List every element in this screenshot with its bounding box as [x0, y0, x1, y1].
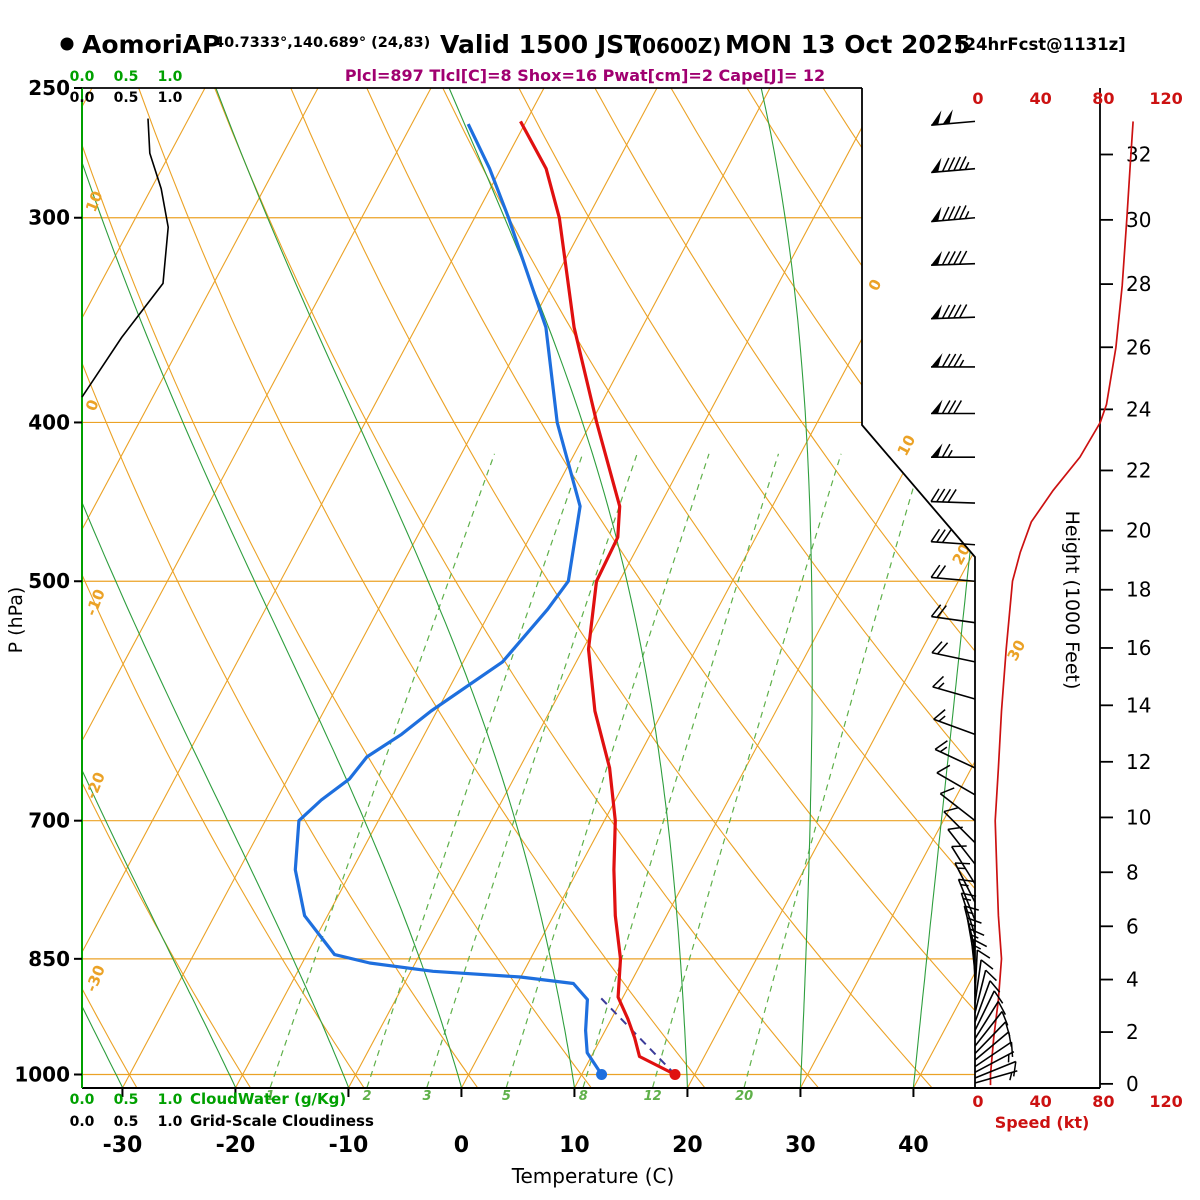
svg-text:22: 22: [1126, 458, 1151, 482]
svg-text:30: 30: [785, 1133, 816, 1158]
svg-text:-20: -20: [82, 770, 109, 802]
svg-text:24: 24: [1126, 397, 1151, 421]
valid-time: Valid 1500 JST: [440, 30, 641, 59]
svg-text:0: 0: [454, 1133, 469, 1158]
svg-text:40: 40: [1030, 89, 1052, 108]
temperature-axis: -30 -20 -10 0 10 20 30 40 Temperature (C): [103, 1088, 929, 1188]
forecast-tag: [24hrFcst@1131z]: [957, 35, 1126, 54]
svg-text:10: 10: [559, 1133, 590, 1158]
svg-text:6: 6: [1126, 914, 1139, 938]
svg-text:40: 40: [898, 1133, 929, 1158]
svg-text:0.5: 0.5: [114, 1114, 139, 1130]
svg-text:0: 0: [972, 1092, 983, 1111]
svg-text:0.5: 0.5: [114, 69, 139, 85]
parcel-path: [599, 996, 676, 1076]
cloudiness-curve: [81, 118, 170, 398]
svg-text:18: 18: [1126, 578, 1151, 602]
svg-text:40: 40: [1030, 1092, 1052, 1111]
svg-text:1.0: 1.0: [158, 1114, 183, 1130]
svg-text:-30: -30: [82, 963, 109, 995]
svg-text:4: 4: [1126, 968, 1139, 992]
svg-text:8: 8: [579, 1089, 588, 1104]
svg-text:-20: -20: [216, 1133, 256, 1158]
surface-dewpoint-dot: [596, 1068, 608, 1080]
valid-date: MON 13 Oct 2025: [725, 30, 971, 59]
svg-text:80: 80: [1092, 89, 1114, 108]
svg-text:850: 850: [28, 947, 70, 971]
sounding-profiles: [293, 120, 676, 1076]
svg-text:1: 1: [266, 1089, 275, 1104]
height-axis-label: Height (1000 Feet): [1061, 511, 1083, 690]
svg-text:3: 3: [423, 1089, 432, 1104]
svg-text:400: 400: [28, 410, 70, 434]
svg-text:20: 20: [672, 1133, 703, 1158]
svg-text:2: 2: [363, 1089, 372, 1104]
svg-text:0: 0: [1126, 1072, 1139, 1096]
svg-text:12: 12: [1126, 750, 1151, 774]
svg-text:300: 300: [28, 206, 70, 230]
svg-text:80: 80: [1092, 1092, 1114, 1111]
valid-zulu: (0600Z): [633, 34, 721, 58]
svg-text:0.0: 0.0: [70, 1114, 95, 1130]
temperature-curve: [519, 120, 676, 1076]
svg-text:5: 5: [502, 1089, 511, 1104]
svg-text:1000: 1000: [14, 1062, 70, 1086]
svg-text:0.0: 0.0: [70, 90, 95, 106]
svg-text:0: 0: [865, 276, 886, 294]
temperature-axis-label: Temperature (C): [511, 1164, 675, 1188]
svg-text:-10: -10: [329, 1133, 369, 1158]
svg-text:1.0: 1.0: [158, 1092, 183, 1108]
pressure-axis: 250 300 400 500 700 850 1000 P (hPa): [5, 76, 82, 1086]
station-coords: 40.7333°,140.689° (24,83): [214, 35, 430, 51]
svg-text:0.5: 0.5: [114, 1092, 139, 1108]
svg-text:120: 120: [1149, 1092, 1182, 1111]
svg-text:20: 20: [1126, 519, 1151, 543]
station-name: AomoriAP: [82, 30, 220, 59]
skewt-grid: [82, 88, 975, 1088]
svg-text:500: 500: [28, 569, 70, 593]
svg-text:16: 16: [1126, 636, 1151, 660]
svg-text:0.0: 0.0: [70, 69, 95, 85]
svg-text:1.0: 1.0: [158, 90, 183, 106]
wind-speed-curve: [989, 121, 1134, 1086]
svg-text:-30: -30: [103, 1133, 143, 1158]
svg-text:8: 8: [1126, 860, 1139, 884]
svg-text:-10: -10: [82, 587, 109, 619]
svg-text:120: 120: [1149, 89, 1182, 108]
svg-text:10: 10: [1126, 805, 1151, 829]
cloudiness-label: Grid-Scale Cloudiness: [190, 1112, 374, 1130]
svg-text:700: 700: [28, 809, 70, 833]
svg-text:28: 28: [1126, 272, 1151, 296]
pressure-axis-label: P (hPa): [5, 587, 27, 654]
svg-text:1.0: 1.0: [158, 69, 183, 85]
station-marker-icon: [60, 37, 74, 51]
wind-barbs: [930, 109, 1018, 1084]
svg-text:2: 2: [1126, 1020, 1139, 1044]
dewpoint-curve: [293, 123, 603, 1076]
stability-indices: Plcl=897 Tlcl[C]=8 Shox=16 Pwat[cm]=2 Ca…: [345, 66, 825, 85]
svg-text:250: 250: [28, 76, 70, 100]
svg-text:0: 0: [82, 397, 103, 413]
plot-frame: [81, 87, 1100, 1089]
surface-temperature-dot: [669, 1068, 681, 1080]
cloudwater-label: CloudWater (g/Kg): [190, 1090, 346, 1108]
svg-text:10: 10: [894, 432, 920, 459]
speed-axis-label: Speed (kt): [995, 1113, 1090, 1132]
svg-text:0: 0: [972, 89, 983, 108]
svg-text:14: 14: [1126, 693, 1151, 717]
svg-text:10: 10: [82, 188, 107, 214]
cloud-scales: 0.0 0.0 0.5 0.5 1.0 1.0 0.0 0.0 0.5 0.5 1.0 1.0 Clou…: [70, 69, 374, 1130]
svg-text:0.5: 0.5: [114, 90, 139, 106]
svg-text:26: 26: [1126, 335, 1151, 359]
svg-text:12: 12: [644, 1089, 662, 1104]
svg-text:20: 20: [735, 1089, 753, 1104]
svg-text:0.0: 0.0: [70, 1092, 95, 1108]
svg-text:30: 30: [1126, 208, 1151, 232]
